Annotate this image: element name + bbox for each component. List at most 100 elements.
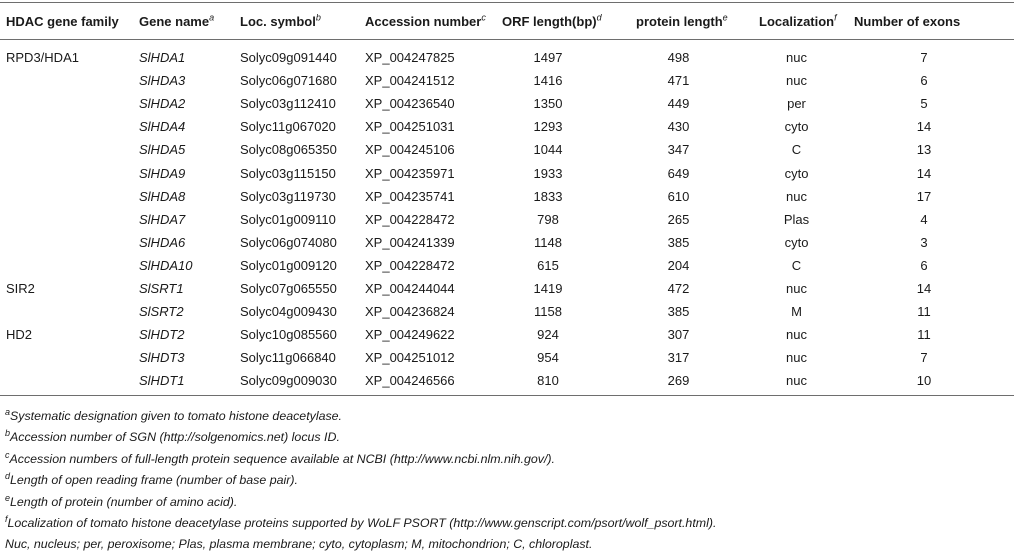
cell-gene-family (0, 346, 133, 369)
cell-accession-number: XP_004228472 (365, 257, 455, 273)
cell-localization: nuc (786, 50, 807, 66)
footnote-mark: a (209, 12, 215, 23)
cell-protein-length: 471 (667, 73, 690, 89)
cell-gene-name: SlHDA6 (139, 234, 186, 250)
cell-protein-length: 204 (667, 257, 690, 273)
header-number-of-exons: Number of exons (848, 2, 1014, 40)
table-row: SlSRT2 Solyc04g009430 XP_004236824 1158 385 M… (0, 300, 1014, 323)
header-localization: Localizationf (753, 2, 848, 40)
footnote-text: Length of protein (number of amino acid)… (10, 494, 238, 509)
cell-gene-name: SlHDA7 (139, 211, 186, 227)
cell-localization: nuc (786, 327, 807, 343)
cell-gene-family (0, 115, 133, 138)
cell-gene-name: SlHDT1 (133, 369, 234, 397)
cell-gene-name: SlSRT1 (139, 280, 184, 296)
cell-number-of-exons: 11 (917, 304, 931, 320)
footnote-mark: b (315, 12, 321, 23)
cell-protein-length: 269 (630, 369, 753, 397)
table-header: HDAC gene family Gene namea Loc. symbolb… (0, 2, 1014, 40)
cell-accession-number: XP_004241512 (365, 73, 455, 89)
cell-gene-family (0, 300, 133, 323)
cell-accession-number: XP_004246566 (359, 369, 496, 397)
table-row: SlHDA7 Solyc01g009110 XP_004228472 798 265 Pl… (0, 208, 1014, 231)
cell-loc-symbol: Solyc08g065350 (240, 142, 337, 158)
cell-gene-name: SlHDA8 (139, 188, 186, 204)
cell-gene-name: SlHDA4 (139, 119, 186, 135)
cell-loc-symbol: Solyc01g009120 (240, 257, 337, 273)
cell-accession-number: XP_004245106 (365, 142, 455, 158)
cell-localization: cyto (784, 234, 809, 250)
header-gene-name: Gene namea (133, 2, 234, 40)
cell-protein-length: 385 (667, 304, 690, 320)
cell-loc-symbol: Solyc06g074080 (240, 234, 337, 250)
cell-loc-symbol: Solyc09g091440 (240, 50, 337, 66)
table-row: SlHDT1 Solyc09g009030 XP_004246566 810 269 nu… (0, 369, 1014, 397)
cell-localization: nuc (786, 188, 807, 204)
cell-number-of-exons: 11 (917, 327, 931, 343)
footnote: aSystematic designation given to tomato … (5, 406, 716, 427)
cell-orf-length: 924 (537, 327, 559, 343)
footnote: fLocalization of tomato histone deacetyl… (5, 513, 716, 534)
table-row: SlHDT3 Solyc11g066840 XP_004251012 954 317 nu… (0, 346, 1014, 369)
cell-loc-symbol: Solyc04g009430 (240, 304, 337, 320)
cell-localization: per (787, 96, 806, 112)
cell-gene-family: RPD3/HDA1 (6, 50, 79, 66)
footnote-text: Accession numbers of full-length protein… (9, 451, 555, 466)
table-footnotes: aSystematic designation given to tomato … (5, 406, 716, 556)
footnote-mark: c (481, 12, 486, 23)
cell-orf-length: 954 (537, 350, 559, 366)
footnote-mark: c (5, 449, 10, 460)
cell-gene-name: SlSRT2 (139, 304, 184, 320)
cell-gene-family (0, 254, 133, 277)
cell-protein-length: 317 (667, 350, 690, 366)
footnote-mark: d (596, 12, 602, 23)
cell-gene-name: SlHDA5 (139, 142, 186, 158)
footnote-text: Localization of tomato histone deacetyla… (7, 515, 717, 530)
cell-number-of-exons: 14 (916, 280, 932, 296)
cell-loc-symbol: Solyc03g115150 (240, 165, 336, 181)
cell-protein-length: 498 (667, 50, 690, 66)
cell-orf-length: 798 (537, 211, 559, 227)
footnote-mark: b (5, 428, 11, 439)
cell-gene-name: SlHDA3 (139, 73, 186, 89)
cell-gene-name: SlHDT3 (139, 350, 185, 366)
table-row: SlHDA9 Solyc03g115150 XP_004235971 1933 649 c… (0, 161, 1014, 184)
cell-protein-length: 430 (667, 119, 690, 135)
header-row: HDAC gene family Gene namea Loc. symbolb… (0, 2, 1014, 40)
cell-accession-number: XP_004244044 (365, 280, 455, 296)
cell-number-of-exons: 4 (920, 211, 928, 227)
cell-accession-number: XP_004236540 (365, 96, 455, 112)
cell-number-of-exons: 7 (920, 350, 928, 366)
table-row: RPD3/HDA1 SlHDA1 Solyc09g091440 XP_00424782… (0, 40, 1014, 70)
cell-orf-length: 1293 (533, 119, 563, 135)
table-row: SlHDA10 Solyc01g009120 XP_004228472 615 204 C… (0, 254, 1014, 277)
cell-accession-number: XP_004247825 (365, 50, 455, 66)
header-loc-symbol: Loc. symbolb (234, 2, 359, 40)
cell-orf-length: 1350 (533, 96, 563, 112)
cell-accession-number: XP_004236824 (365, 304, 455, 320)
cell-protein-length: 649 (667, 165, 690, 181)
header-orf-length: ORF length(bp)d (496, 2, 630, 40)
cell-gene-family (0, 369, 133, 397)
cell-loc-symbol: Solyc07g065550 (240, 280, 337, 296)
table-row: SlHDA8 Solyc03g119730 XP_004235741 1833 610 n… (0, 185, 1014, 208)
footnote-mark: e (722, 12, 728, 23)
cell-localization: Plas (783, 211, 810, 227)
footnote: dLength of open reading frame (number of… (5, 470, 716, 491)
footnote-mark: f (834, 12, 837, 23)
footnote-text: Nuc, nucleus; per, peroxisome; Plas, pla… (5, 537, 593, 552)
cell-accession-number: XP_004251012 (365, 350, 455, 366)
cell-gene-family (0, 138, 133, 161)
cell-number-of-exons: 5 (920, 96, 928, 112)
cell-gene-family (0, 69, 133, 92)
cell-orf-length: 1419 (533, 280, 563, 296)
cell-loc-symbol: Solyc06g071680 (240, 73, 337, 89)
cell-number-of-exons: 17 (916, 188, 932, 204)
cell-loc-symbol: Solyc09g009030 (234, 369, 359, 397)
cell-orf-length: 1933 (533, 165, 563, 181)
cell-gene-name: SlHDA10 (139, 257, 193, 273)
table-row: SlHDA4 Solyc11g067020 XP_004251031 1293 430 c… (0, 115, 1014, 138)
cell-orf-length: 1833 (533, 188, 563, 204)
cell-localization: cyto (784, 119, 809, 135)
